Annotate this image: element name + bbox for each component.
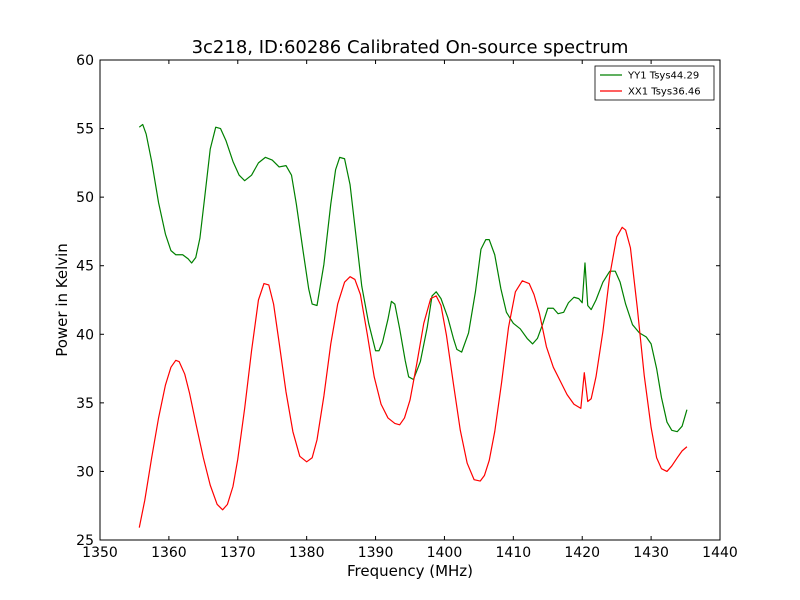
y-tick-label: 30 xyxy=(76,464,94,480)
x-tick-label: 1390 xyxy=(358,545,394,561)
x-tick-label: 1420 xyxy=(564,545,600,561)
y-tick-label: 25 xyxy=(76,533,94,549)
plot-frame xyxy=(99,59,721,541)
chart-title: 3c218, ID:60286 Calibrated On-source spe… xyxy=(192,37,629,58)
x-axis-label: Frequency (MHz) xyxy=(347,562,473,580)
x-tick-label: 1370 xyxy=(220,545,256,561)
x-tick-label: 1360 xyxy=(151,545,187,561)
y-axis: 25 30 35 40 45 50 55 60 xyxy=(76,53,720,549)
x-tick-label: 1350 xyxy=(82,545,118,561)
x-tick-label: 1400 xyxy=(427,545,463,561)
x-axis: 1350 1360 1370 1380 1390 1400 1410 1420 1430 1440 xyxy=(82,60,738,561)
y-tick-label: 55 xyxy=(76,122,94,138)
y-tick-label: 40 xyxy=(76,327,94,343)
y-tick-label: 50 xyxy=(76,190,94,206)
y-tick-label: 60 xyxy=(76,53,94,69)
x-tick-label: 1440 xyxy=(702,545,738,561)
x-tick-label: 1380 xyxy=(289,545,325,561)
y-tick-label: 45 xyxy=(76,259,94,275)
legend-label-0: YY1 Tsys44.29 xyxy=(627,71,699,82)
x-tick-label: 1410 xyxy=(496,545,532,561)
legend[interactable]: YY1 Tsys44.29 XX1 Tsys36.46 xyxy=(594,65,715,101)
legend-box xyxy=(594,65,715,101)
x-tick-label: 1430 xyxy=(633,545,669,561)
legend-label-1: XX1 Tsys36.46 xyxy=(628,87,701,98)
y-tick-label: 35 xyxy=(76,396,94,412)
y-axis-label: Power in Kelvin xyxy=(53,243,71,357)
series-layer xyxy=(138,123,688,528)
series-line-1 xyxy=(138,226,688,528)
